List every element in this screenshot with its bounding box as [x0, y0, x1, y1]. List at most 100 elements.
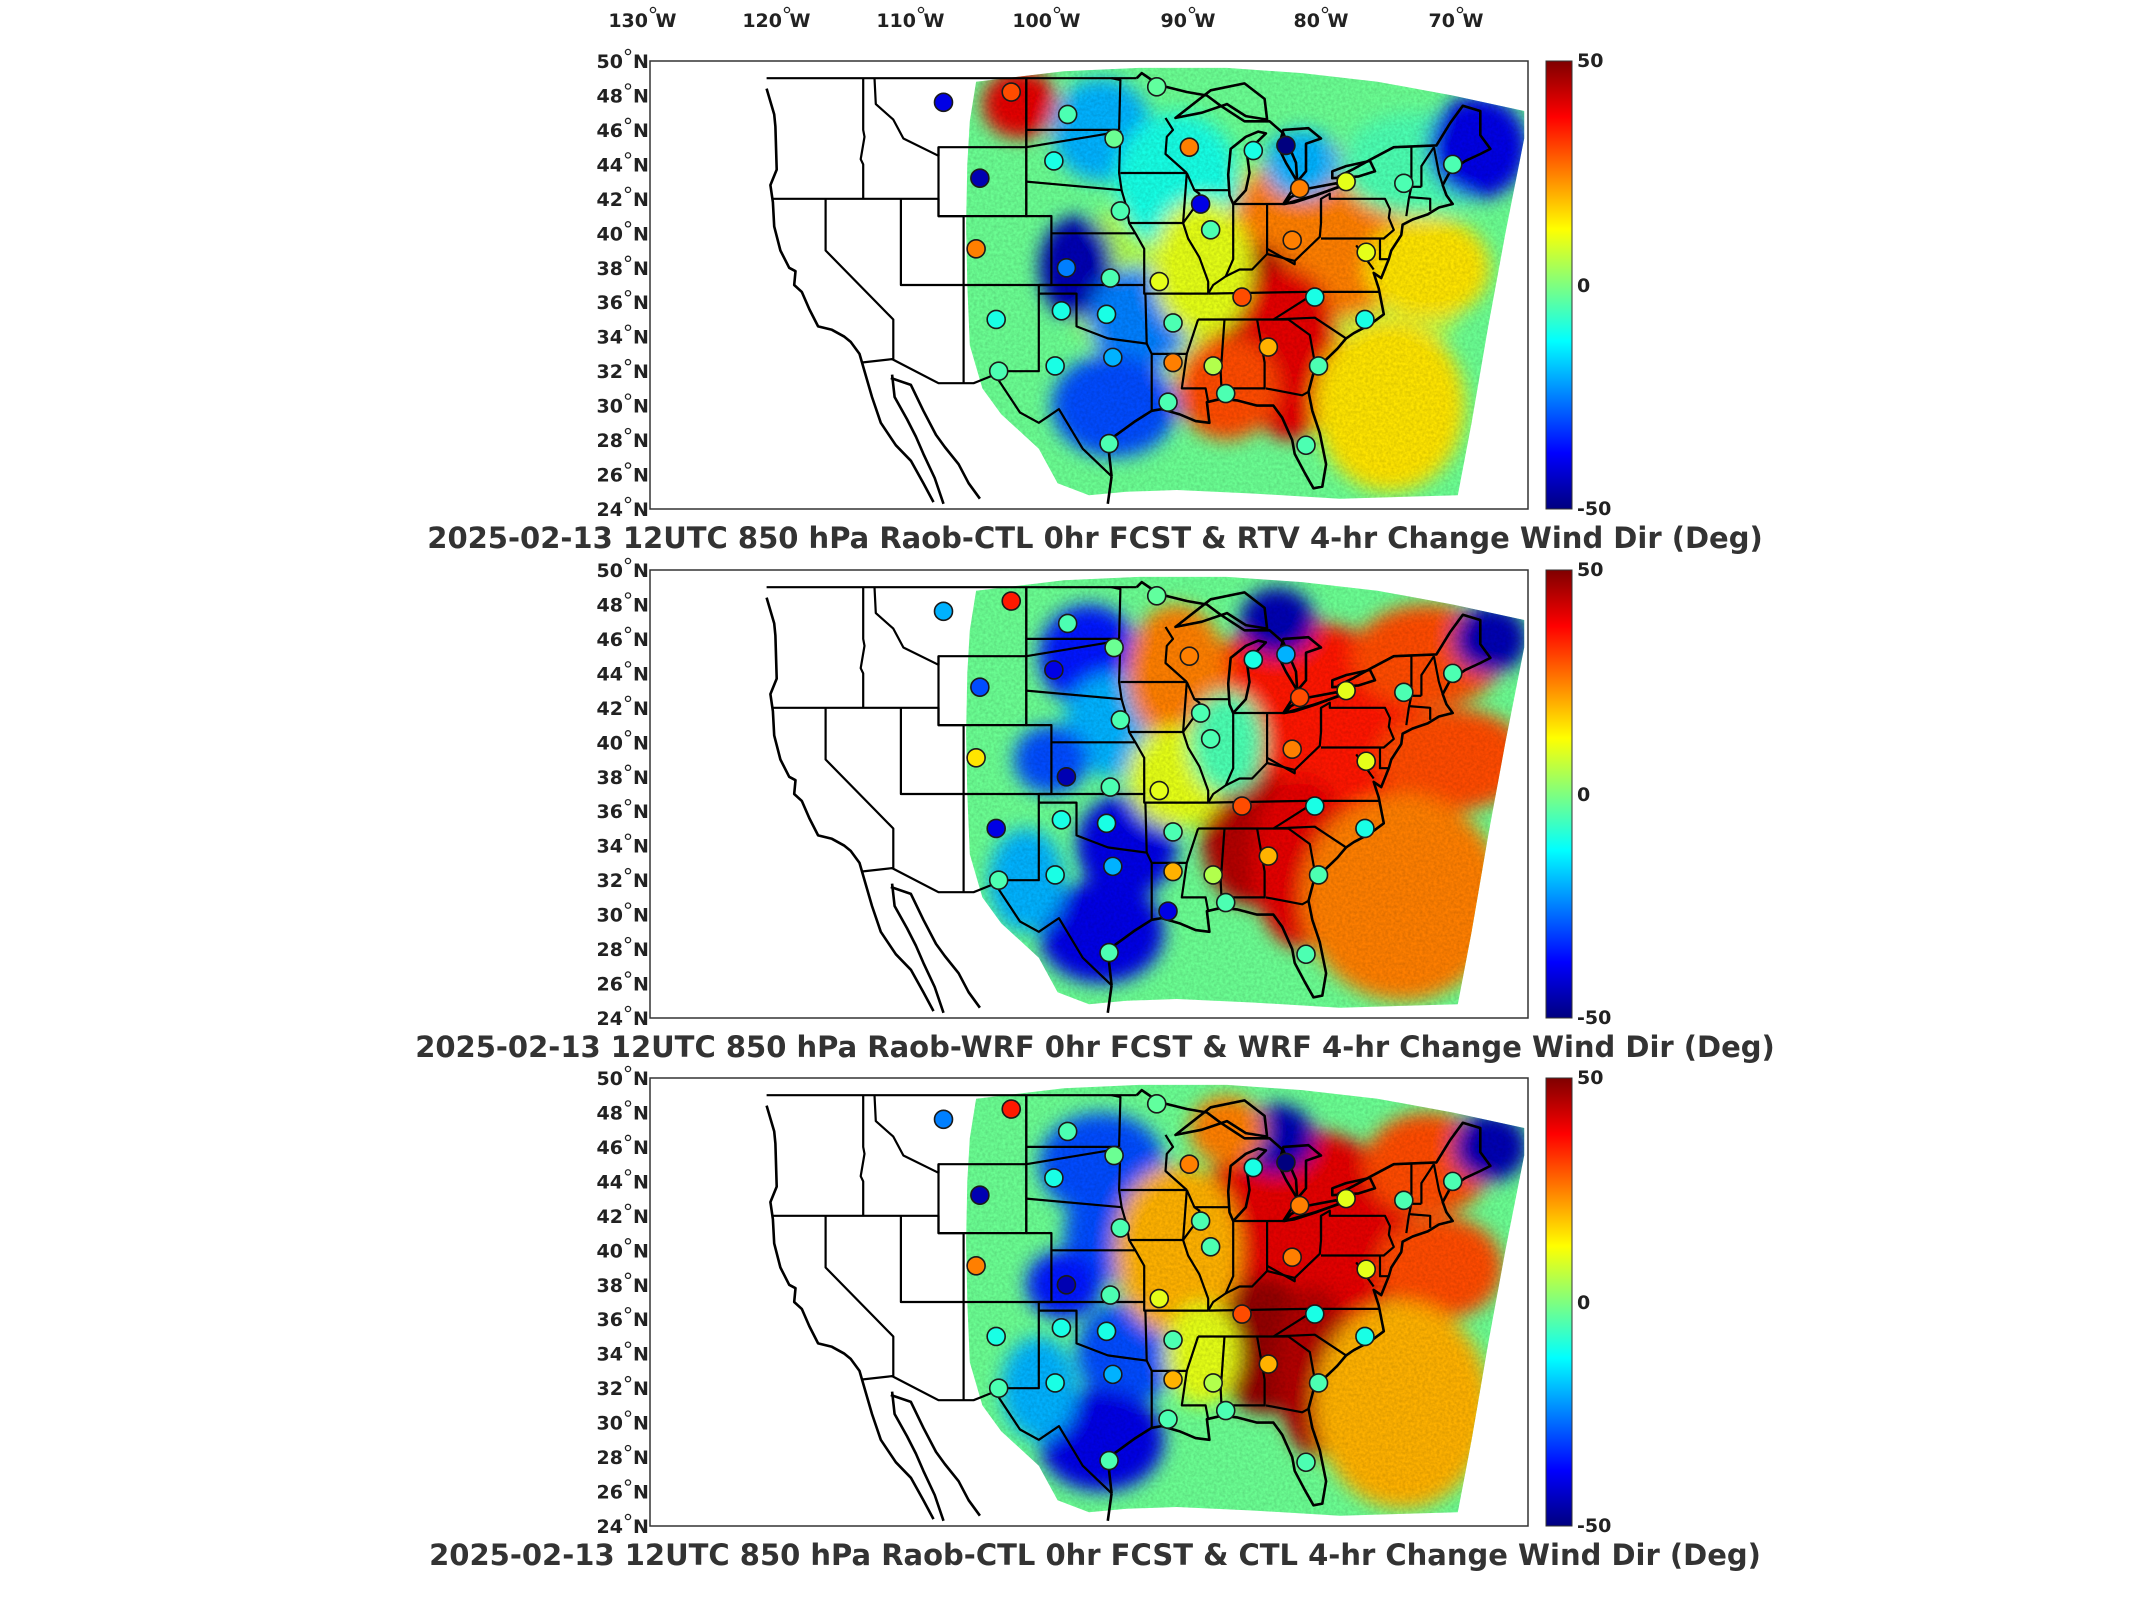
lat-tick-46N: 46 N	[597, 117, 649, 142]
degree-symbol	[624, 117, 632, 125]
lon-tick-120W: 120 W	[742, 6, 811, 32]
lake-outline	[1331, 1176, 1377, 1197]
lat-tick-hemisphere: N	[633, 1008, 649, 1030]
raob-station-marker	[1296, 944, 1316, 965]
state-border	[1273, 825, 1347, 849]
state-border	[1180, 319, 1210, 403]
raob-station-marker	[1099, 942, 1119, 963]
raob-station-marker	[1057, 104, 1078, 125]
raob-station-marker	[1056, 1274, 1077, 1295]
lat-tick-hemisphere: N	[633, 1206, 649, 1228]
lat-tick-hemisphere: N	[633, 327, 649, 349]
raob-station-marker	[1158, 901, 1178, 921]
colorbar-min-label: -50	[1577, 498, 1611, 520]
lon-tick-value: 80	[1294, 10, 1320, 32]
state-border	[1164, 1134, 1188, 1191]
raob-station-marker	[1442, 154, 1463, 175]
lat-tick-32N: 32 N	[597, 1375, 649, 1400]
raob-station-marker	[1356, 242, 1376, 263]
panel-wrf: 50 N48 N46 N44 N42 N40 N38 N36 N34 N32 N30 N28 N26 N2…	[415, 557, 1775, 1064]
raob-station-marker	[1289, 1195, 1310, 1216]
raob-station-marker	[988, 870, 1009, 890]
lat-tick-value: 44	[597, 1171, 623, 1193]
raob-station-marker	[1163, 313, 1183, 333]
state-border	[1180, 828, 1210, 912]
state-border	[1405, 1164, 1413, 1234]
colorbar-gradient	[1545, 569, 1573, 1019]
raob-station-marker	[988, 361, 1009, 381]
raob-station-marker	[1232, 796, 1252, 816]
degree-symbol	[624, 462, 632, 469]
lat-tick-value: 34	[597, 327, 623, 349]
degree-symbol	[624, 358, 632, 366]
raob-station-marker	[1179, 646, 1200, 666]
lat-tick-40N: 40 N	[597, 221, 649, 245]
degree-symbol	[624, 867, 632, 875]
lat-tick-value: 26	[597, 974, 623, 996]
raob-station-marker	[1099, 1450, 1119, 1471]
colorbar-gradient	[1545, 1077, 1573, 1527]
field-texture	[966, 67, 1525, 499]
lat-tick-hemisphere: N	[633, 1240, 649, 1262]
state-border	[1038, 801, 1153, 920]
lon-tick-90W: 90 W	[1161, 6, 1216, 32]
lat-tick-hemisphere: N	[633, 594, 649, 616]
lon-tick-value: 130	[608, 10, 648, 32]
lat-tick-value: 48	[597, 1102, 623, 1124]
raob-station-marker	[1336, 680, 1356, 701]
state-border	[1420, 146, 1435, 187]
lat-tick-hemisphere: N	[633, 1275, 649, 1297]
degree-symbol	[624, 152, 632, 159]
lat-tick-hemisphere: N	[633, 51, 649, 73]
lat-tick-44N: 44 N	[597, 152, 649, 176]
lake-outline	[1283, 691, 1342, 715]
degree-symbol	[624, 730, 632, 737]
lat-tick-48N: 48 N	[597, 592, 649, 616]
raob-station-marker	[1308, 356, 1329, 376]
us-mexico-border	[861, 867, 1113, 987]
lat-tick-42N: 42 N	[597, 1203, 649, 1228]
state-border	[1182, 731, 1210, 803]
state-border	[1405, 656, 1413, 726]
lat-tick-hemisphere: N	[633, 1102, 649, 1124]
raob-station-marker	[1258, 846, 1279, 866]
raob-station-marker	[986, 309, 1006, 330]
lat-tick-value: 30	[597, 1413, 623, 1435]
raob-station-marker	[1056, 766, 1077, 787]
state-border	[937, 656, 965, 794]
raob-station-marker	[1103, 347, 1123, 368]
degree-symbol	[624, 1272, 632, 1280]
raob-station-marker	[1232, 287, 1252, 307]
lake-outline	[1174, 82, 1269, 121]
raob-station-marker	[1044, 660, 1064, 680]
raob-station-marker	[1276, 1152, 1296, 1173]
lat-tick-hemisphere: N	[633, 663, 649, 685]
lat-tick-38N: 38 N	[597, 764, 649, 789]
lat-tick-value: 28	[597, 430, 623, 452]
lat-tick-value: 28	[597, 939, 623, 961]
state-border	[1182, 172, 1201, 224]
lat-tick-34N: 34 N	[597, 1341, 649, 1366]
lat-tick-value: 36	[597, 1309, 623, 1331]
raob-station-marker	[1045, 356, 1065, 376]
longitude-tick-labels: 130 W 120 W 110 W 100 W 90 W 80 W 70 W	[608, 6, 1484, 32]
state-border	[1265, 1404, 1310, 1414]
lake-outline	[1283, 182, 1342, 206]
raob-station-marker	[1190, 703, 1211, 723]
state-border	[1134, 232, 1146, 285]
lat-tick-30N: 30 N	[597, 393, 649, 418]
raob-station-marker	[1356, 1259, 1376, 1280]
raob-station-marker	[1356, 751, 1376, 772]
degree-symbol	[624, 1410, 632, 1417]
state-border	[1111, 1094, 1122, 1147]
lat-tick-44N: 44 N	[597, 661, 649, 685]
state-border	[873, 1095, 1027, 1174]
degree-symbol	[624, 1203, 632, 1211]
lat-tick-value: 26	[597, 465, 623, 487]
lat-tick-34N: 34 N	[597, 833, 649, 858]
raob-station-marker	[1044, 1168, 1064, 1188]
raob-station-marker	[970, 1185, 990, 1205]
lat-tick-28N: 28 N	[597, 1444, 649, 1469]
state-border	[1026, 639, 1123, 701]
state-border	[1026, 1147, 1123, 1209]
